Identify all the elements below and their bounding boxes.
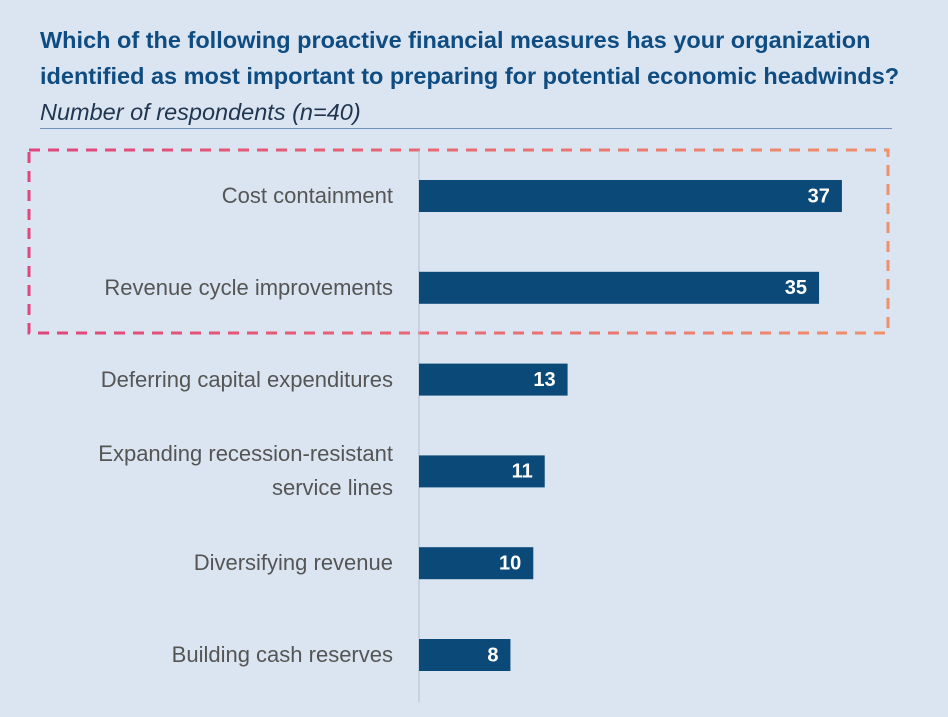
- highlight-box: [27, 148, 890, 335]
- value-label: 13: [533, 369, 555, 391]
- title-rule: [40, 128, 892, 129]
- bar: [419, 455, 545, 488]
- bar: [419, 363, 568, 396]
- bar: [419, 180, 842, 212]
- value-label: 35: [785, 277, 807, 299]
- category-label: Expanding recession-resistant service li…: [98, 441, 393, 501]
- category-label: Cost containment: [221, 183, 393, 208]
- category-label: Diversifying revenue: [193, 550, 393, 576]
- value-label: 37: [808, 185, 830, 207]
- value-label: 11: [512, 461, 533, 483]
- bar: [419, 271, 820, 304]
- value-label: 8: [487, 644, 498, 666]
- category-label: Building cash reserves: [171, 642, 393, 667]
- category-label: Revenue cycle improvements: [104, 274, 393, 300]
- bar: [419, 639, 511, 671]
- value-label: 10: [499, 552, 521, 574]
- chart-title: Which of the following proactive financi…: [40, 27, 900, 89]
- chart-title-block: Which of the following proactive financi…: [40, 22, 910, 130]
- chart-subtitle: Number of respondents (n=40): [40, 99, 361, 125]
- bar: [419, 547, 534, 580]
- category-label: Deferring capital expenditures: [100, 366, 393, 392]
